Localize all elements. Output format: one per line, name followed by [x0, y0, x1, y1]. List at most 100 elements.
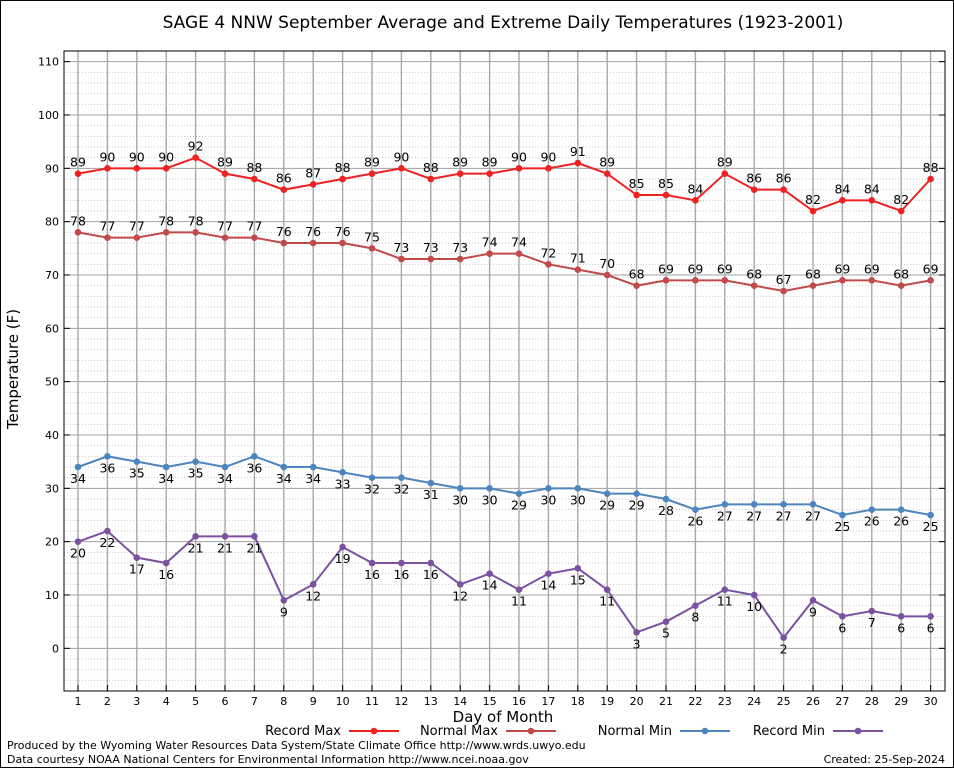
x-tick-label: 27: [835, 695, 849, 708]
data-label: 69: [717, 261, 733, 276]
data-label: 82: [805, 192, 821, 207]
data-point: [545, 485, 552, 492]
x-tick-label: 30: [924, 695, 938, 708]
x-tick-label: 25: [777, 695, 791, 708]
data-point: [780, 186, 787, 193]
data-label: 69: [658, 261, 674, 276]
data-point: [868, 607, 876, 615]
data-label: 12: [305, 588, 321, 603]
data-point: [868, 506, 876, 513]
data-label: 77: [99, 219, 115, 234]
data-label: 85: [629, 176, 645, 191]
data-point: [750, 186, 758, 193]
data-label: 3: [633, 636, 641, 651]
data-label: 30: [482, 492, 498, 507]
data-label: 89: [70, 155, 86, 170]
data-label: 77: [217, 219, 233, 234]
data-label: 69: [687, 261, 703, 276]
data-point: [368, 245, 376, 252]
data-label: 25: [923, 519, 939, 534]
data-point: [927, 175, 934, 183]
x-tick-label: 8: [280, 695, 287, 708]
data-point: [515, 250, 523, 257]
data-point: [603, 170, 611, 177]
legend-item: Record Max: [265, 724, 399, 739]
data-label: 88: [423, 160, 439, 175]
legend-label: Record Max: [265, 724, 341, 739]
data-point: [633, 490, 640, 497]
data-label: 22: [99, 535, 115, 550]
data-point: [574, 159, 582, 167]
x-axis-title: Day of Month: [453, 708, 554, 726]
legend-item: Record Min: [753, 724, 883, 739]
data-point: [662, 618, 670, 625]
data-point: [427, 255, 435, 263]
data-label: 16: [158, 567, 174, 582]
data-label: 9: [809, 604, 817, 619]
data-point: [104, 453, 111, 460]
x-tick-label: 1: [75, 695, 82, 708]
series-record-min: 20 22 17 16 21 21 21 9 12 19 16 16 16 12 14 11 14 15 11 3 5 8…: [70, 527, 935, 657]
data-label: 29: [599, 498, 615, 513]
data-point: [251, 234, 258, 241]
data-point: [74, 229, 82, 236]
data-label: 9: [280, 604, 288, 619]
data-point: [133, 234, 141, 241]
data-label: 36: [99, 460, 115, 475]
y-tick-label: 100: [38, 109, 59, 122]
data-label: 69: [923, 261, 939, 276]
data-label: 27: [746, 508, 762, 523]
data-point: [162, 559, 170, 567]
data-label: 34: [217, 471, 233, 486]
data-label: 12: [452, 588, 468, 603]
data-point: [574, 266, 582, 273]
data-point: [162, 463, 170, 471]
data-label: 68: [629, 267, 645, 282]
data-label: 26: [893, 514, 909, 529]
data-label: 34: [158, 471, 174, 486]
data-label: 16: [423, 567, 439, 582]
data-label: 25: [834, 519, 850, 534]
data-point: [192, 458, 199, 465]
y-tick-label: 30: [45, 482, 59, 495]
data-label: 76: [305, 224, 321, 239]
y-axis-title: Temperature (F): [4, 309, 22, 430]
data-point: [339, 543, 346, 551]
data-point: [897, 282, 905, 289]
data-point: [515, 490, 523, 497]
data-point: [868, 277, 876, 284]
x-tick-label: 16: [512, 695, 526, 708]
data-label: 73: [452, 240, 468, 255]
x-tick-label: 20: [630, 695, 644, 708]
legend-label: Record Min: [753, 724, 825, 739]
footer-created: Created: 25-Sep-2024: [824, 753, 945, 766]
y-tick-label: 40: [45, 429, 59, 442]
data-label: 30: [570, 492, 586, 507]
data-point: [780, 634, 787, 641]
data-label: 14: [482, 578, 498, 593]
data-label: 5: [662, 626, 670, 641]
data-label: 11: [599, 594, 615, 609]
series-line: [77, 156, 932, 213]
data-label: 6: [838, 620, 846, 635]
x-tick-label: 14: [453, 695, 467, 708]
data-point: [251, 453, 258, 460]
x-tick-label: 22: [688, 695, 702, 708]
data-point: [280, 597, 288, 604]
data-point: [427, 175, 435, 183]
data-label: 68: [746, 267, 762, 282]
y-tick-label: 80: [45, 216, 59, 229]
data-point: [368, 170, 376, 177]
data-point: [809, 597, 817, 604]
x-tick-label: 3: [133, 695, 140, 708]
data-point: [927, 613, 934, 620]
data-label: 29: [511, 498, 527, 513]
series-record-max: 89 90 90 90 92 89 88 86 87 88 89 90 88 89 89 90 90 91 89 85…: [70, 139, 939, 215]
footer-data-courtesy: Data courtesy NOAA National Centers for …: [7, 753, 529, 766]
data-point: [662, 277, 670, 284]
data-point: [192, 154, 199, 161]
data-label: 90: [99, 149, 115, 164]
legend-label: Normal Min: [598, 724, 672, 739]
